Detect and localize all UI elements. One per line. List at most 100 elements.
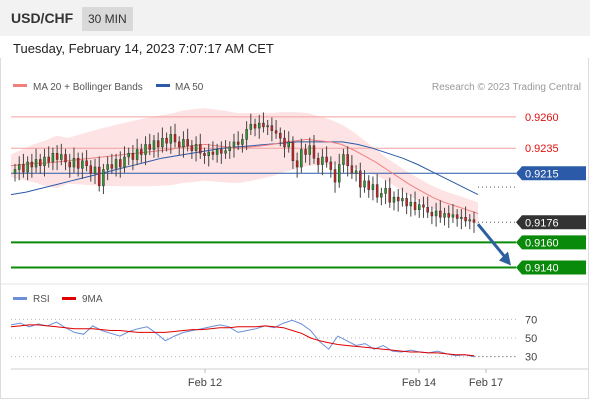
candle-body <box>249 124 253 130</box>
x-tick-label: Feb 12 <box>188 377 222 389</box>
level-tag-0.9176 <box>516 215 586 230</box>
candle-body <box>232 141 236 148</box>
candle <box>337 153 341 188</box>
candle-body <box>245 129 248 140</box>
candle <box>316 152 320 173</box>
timestamp: Tuesday, February 14, 2023 7:07:17 AM CE… <box>13 41 274 56</box>
price-panel: 0.9260 0.9235 0.9215 0.9176 0.9160 0.9140 <box>10 108 586 275</box>
candle-body <box>413 201 417 210</box>
candle <box>169 126 173 154</box>
candle-body <box>47 156 50 163</box>
candle <box>152 135 156 158</box>
candle <box>127 147 130 166</box>
legend-ma20-label: MA 20 + Bollinger Bands <box>33 82 143 93</box>
candle-body <box>337 164 341 183</box>
candle-body <box>447 213 450 218</box>
candle-body <box>274 130 278 134</box>
candle <box>194 136 198 162</box>
candle <box>422 196 425 218</box>
candle <box>123 146 126 173</box>
candle-body <box>253 124 257 129</box>
candle <box>321 148 324 176</box>
candle <box>190 140 194 159</box>
candle-body <box>375 184 379 198</box>
candle-body <box>270 125 274 131</box>
candle-body <box>363 180 366 188</box>
candle <box>228 141 232 159</box>
rsi-tick-30: 30 <box>525 352 537 364</box>
candle <box>304 143 307 163</box>
candle <box>68 153 71 178</box>
candle <box>144 136 147 166</box>
candle-body <box>177 141 181 148</box>
candle-body <box>388 188 392 203</box>
candle <box>85 150 88 172</box>
candle-body <box>367 180 370 190</box>
candle <box>211 141 215 161</box>
candle <box>140 143 143 163</box>
legend-ma50-label: MA 50 <box>175 82 204 93</box>
candle-body <box>468 219 472 222</box>
candle-body <box>455 214 459 219</box>
level-label-0.9260: 0.9260 <box>525 112 559 124</box>
time-axis-ticks: Feb 12 Feb 14 Feb 17 <box>188 369 503 389</box>
x-tick-label: Feb 17 <box>469 377 503 389</box>
level-tag-0.9140 <box>516 260 586 275</box>
candle-body <box>451 214 455 218</box>
rsi-tick-70: 70 <box>525 314 537 326</box>
candle <box>430 206 434 225</box>
candle <box>22 153 25 178</box>
candle-body <box>173 134 177 143</box>
candle-body <box>439 210 442 218</box>
candle <box>220 141 223 164</box>
candle-body <box>401 198 404 202</box>
candle-body <box>300 149 303 168</box>
candle-body <box>224 150 227 154</box>
candle <box>43 148 46 177</box>
candle-body <box>472 219 476 223</box>
candle <box>89 160 93 182</box>
candle-body <box>220 149 223 154</box>
candle <box>241 133 244 153</box>
ma20-line <box>10 138 479 214</box>
legend-rsi-swatch <box>13 297 27 300</box>
chart-frame <box>0 58 589 399</box>
candle-body <box>409 201 413 207</box>
candle <box>287 131 290 153</box>
ma50-line <box>10 141 479 196</box>
candle <box>396 189 400 212</box>
level-label-0.9160: 0.9160 <box>525 237 559 249</box>
bollinger-band <box>11 108 478 225</box>
candle <box>283 130 286 158</box>
candle-body <box>156 140 160 148</box>
candle-body <box>342 154 345 165</box>
candle-body <box>236 141 240 145</box>
candle-body <box>312 145 316 159</box>
candle-body <box>55 152 59 160</box>
candle-body <box>85 160 88 167</box>
level-tag-0.9215 <box>516 166 586 181</box>
candle <box>443 207 446 226</box>
candle-body <box>30 161 34 168</box>
candle-body <box>60 154 63 160</box>
candle <box>156 132 160 158</box>
candle-body <box>279 132 282 139</box>
candle <box>114 153 118 177</box>
candle-body <box>392 196 396 203</box>
candle <box>270 117 274 142</box>
candle <box>413 191 417 216</box>
candle <box>439 200 442 223</box>
candle <box>39 153 42 174</box>
timeframe-button[interactable]: 30 MIN <box>82 7 133 31</box>
candle <box>295 152 299 178</box>
candle <box>460 209 463 230</box>
candle-body <box>241 139 244 145</box>
candle-body <box>422 204 425 208</box>
candle-body <box>161 137 164 148</box>
symbol-title: USD/CHF <box>11 10 74 26</box>
candle-body <box>72 157 76 168</box>
candle-body <box>169 134 173 144</box>
forecast-arrow-line <box>476 223 509 261</box>
candle <box>161 127 164 153</box>
candle-body <box>350 165 354 174</box>
